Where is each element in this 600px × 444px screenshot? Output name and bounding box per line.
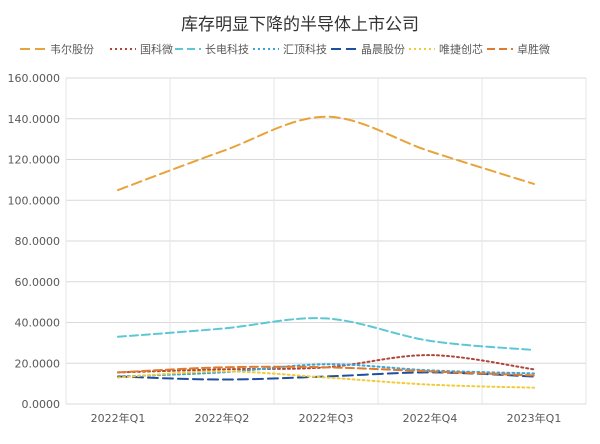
series-line	[117, 317, 535, 352]
legend-item: 汇顶科技	[253, 42, 327, 56]
y-tick-label: 140.0000	[8, 113, 61, 126]
y-tick-label: 20.0000	[15, 357, 61, 370]
y-tick-label: 60.0000	[15, 276, 61, 289]
y-tick-label: 160.0000	[8, 72, 61, 85]
series-line	[117, 354, 535, 374]
legend-item: 长电科技	[175, 42, 249, 56]
series-line	[117, 370, 535, 389]
series-line	[117, 363, 535, 378]
y-tick-label: 80.0000	[15, 235, 61, 248]
legend-label: 唯捷创芯	[439, 42, 483, 56]
x-tick-label: 2023年Q1	[507, 411, 562, 425]
series-lines	[117, 115, 535, 389]
y-axis-ticks: 0.0000 20.0000 40.0000 60.0000 80.0000 100.00…	[8, 72, 61, 411]
legend-label: 韦尔股份	[50, 43, 94, 56]
legend-item: 晶晨股份	[331, 43, 405, 56]
series-line	[117, 115, 535, 192]
series-line	[117, 371, 535, 381]
legend-label: 汇顶科技	[283, 42, 327, 56]
y-tick-label: 120.0000	[8, 154, 61, 167]
legend: 韦尔股份 国科微 长电科技 汇顶科技 晶晨股份 唯捷创芯 卓胜微	[20, 42, 550, 56]
legend-item: 卓胜微	[487, 42, 550, 56]
y-tick-label: 40.0000	[15, 317, 61, 330]
legend-label: 国科微	[140, 42, 173, 56]
y-tick-label: 0.0000	[22, 398, 61, 411]
chart-title: 库存明显下降的半导体上市公司	[181, 15, 419, 35]
legend-label: 长电科技	[205, 42, 249, 56]
x-tick-label: 2022年Q1	[91, 411, 146, 425]
x-tick-label: 2022年Q4	[403, 411, 458, 425]
x-tick-label: 2022年Q2	[195, 411, 250, 425]
legend-item: 韦尔股份	[20, 43, 94, 56]
y-tick-label: 100.0000	[8, 194, 61, 207]
x-tick-label: 2022年Q3	[299, 411, 354, 425]
legend-item: 国科微	[110, 42, 173, 56]
legend-label: 卓胜微	[517, 42, 550, 56]
legend-item: 唯捷创芯	[409, 42, 483, 56]
x-axis-ticks: 2022年Q1 2022年Q2 2022年Q3 2022年Q4 2023年Q1	[91, 411, 562, 425]
series-line	[117, 365, 535, 377]
gridlines	[65, 77, 587, 405]
legend-label: 晶晨股份	[361, 43, 405, 56]
